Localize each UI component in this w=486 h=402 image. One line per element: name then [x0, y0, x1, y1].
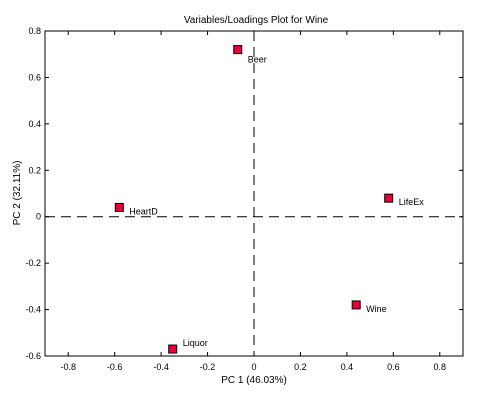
y-tick-label: -0.6: [25, 351, 41, 361]
y-tick-label: 0: [36, 212, 41, 222]
data-points: Beer LifeEx HeartD Wine Liquor: [114, 45, 425, 354]
x-tick-label: -0.4: [153, 362, 169, 372]
x-tick-label: 0.2: [294, 362, 307, 372]
x-tick-label: 0: [251, 362, 256, 372]
point-label-wine: Wine: [366, 304, 387, 314]
point-heartd: [114, 202, 124, 212]
x-tick-label: -0.2: [200, 362, 216, 372]
x-axis-ticks: -0.8 -0.6 -0.4 -0.2 0 0.2 0.4 0.6 0.8: [60, 31, 446, 372]
point-beer: [233, 45, 243, 55]
y-tick-label: -0.4: [25, 305, 41, 315]
x-tick-label: -0.8: [60, 362, 76, 372]
x-tick-label: 0.8: [434, 362, 447, 372]
x-axis-label: PC 1 (46.03%): [221, 375, 287, 386]
point-label-heartd: HeartD: [129, 206, 158, 216]
y-tick-label: 0.4: [28, 119, 41, 129]
y-tick-label: 0.2: [28, 165, 41, 175]
x-tick-label: 0.4: [341, 362, 354, 372]
y-tick-label: -0.2: [25, 258, 41, 268]
chart-title: Variables/Loadings Plot for Wine: [184, 15, 329, 26]
x-tick-label: -0.6: [107, 362, 123, 372]
y-axis-label: PC 2 (32.11%): [12, 161, 23, 226]
point-liquor: [168, 344, 178, 354]
point-label-beer: Beer: [248, 55, 267, 65]
x-tick-label: 0.6: [387, 362, 400, 372]
point-label-liquor: Liquor: [183, 338, 208, 348]
point-wine: [351, 300, 361, 310]
y-tick-label: 0.6: [28, 72, 41, 82]
y-tick-label: 0.8: [28, 26, 41, 36]
y-axis-ticks: -0.6 -0.4 -0.2 0 0.2 0.4 0.6 0.8: [25, 26, 463, 361]
point-label-lifeex: LifeEx: [399, 197, 425, 207]
point-lifeex: [384, 193, 394, 203]
